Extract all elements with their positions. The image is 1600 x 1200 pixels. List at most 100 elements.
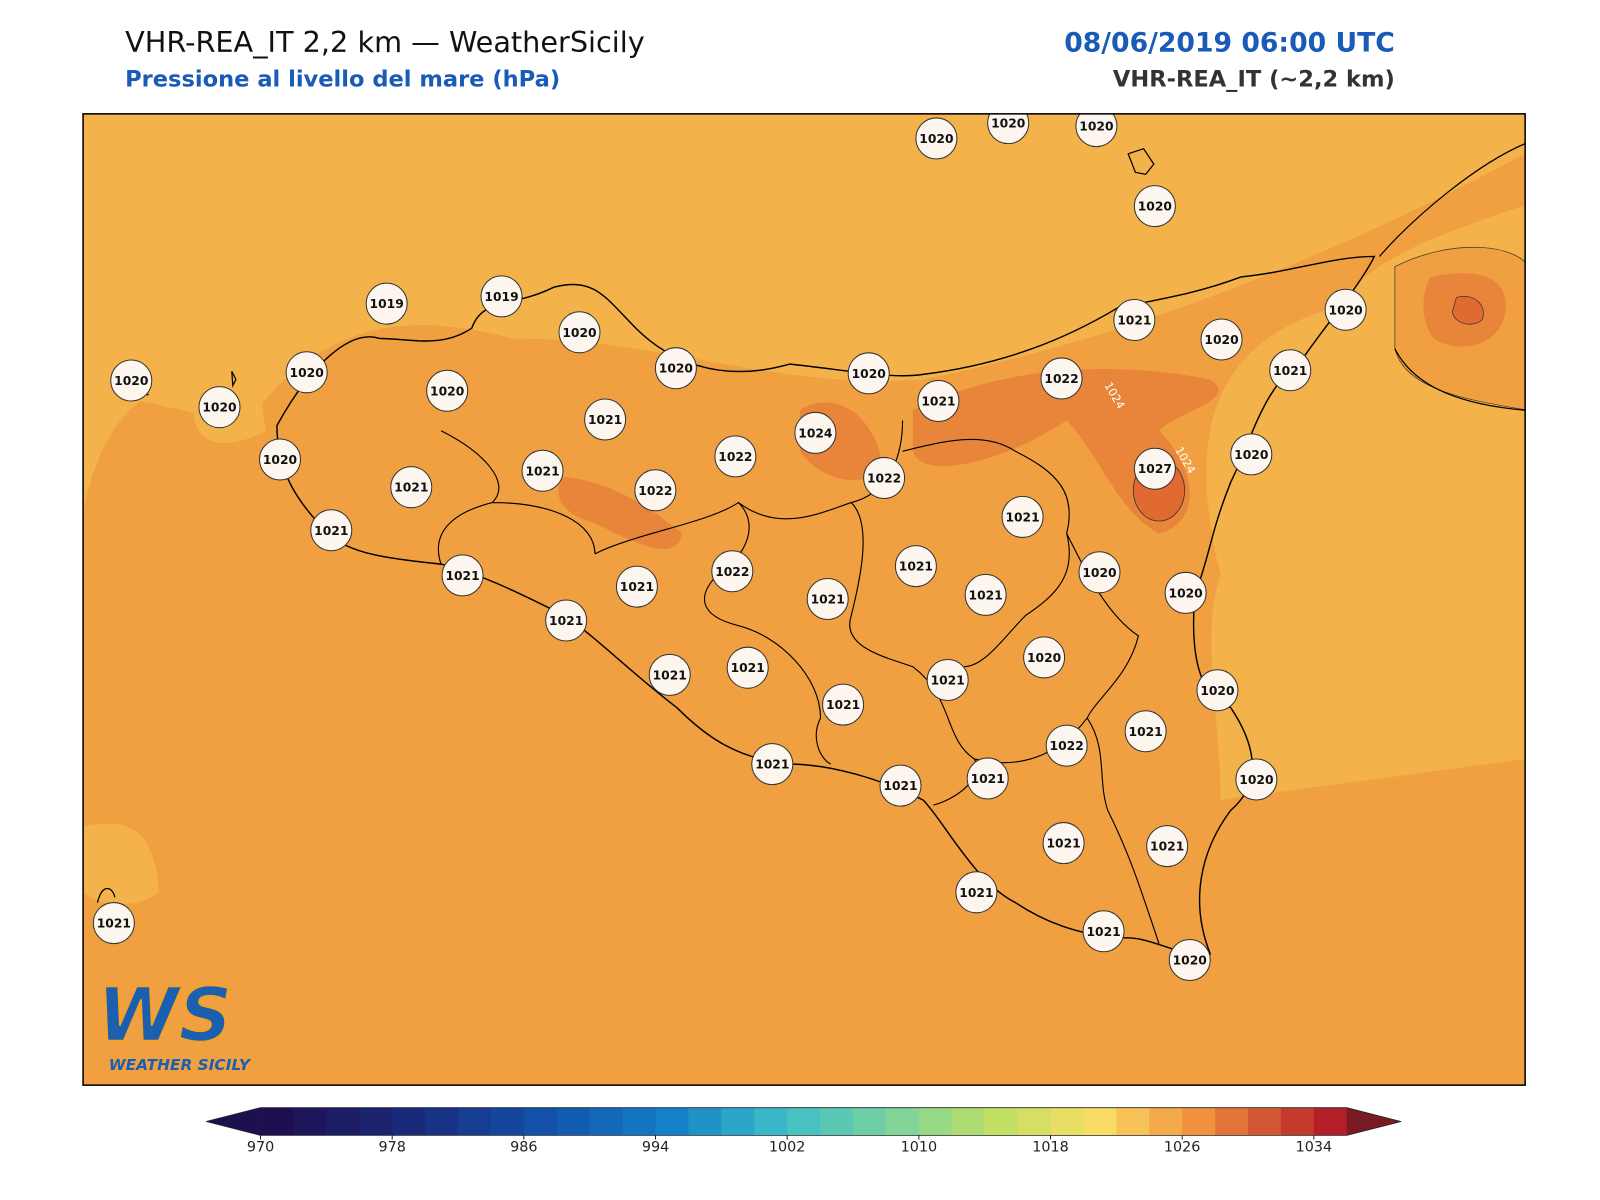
station-marker xyxy=(634,469,677,512)
station-label: 1020 xyxy=(263,453,297,467)
station-label: 1020 xyxy=(1234,448,1268,462)
station-label: 1021 xyxy=(1129,725,1163,739)
field-peak xyxy=(1451,296,1484,325)
station-marker xyxy=(966,757,1009,800)
station-label: 1020 xyxy=(1082,566,1116,580)
map-area: 1020 1020 1020 1020 1019 1019 1020 1020 1020 1020… xyxy=(83,113,1526,1086)
station-label: 1027 xyxy=(1138,462,1172,476)
station-label: 1021 xyxy=(731,661,765,675)
station-label: 1019 xyxy=(484,290,518,304)
station-label: 1021 xyxy=(971,772,1005,786)
station-marker xyxy=(1023,636,1066,679)
station-label: 1020 xyxy=(1027,651,1061,665)
station-label: 1021 xyxy=(969,588,1003,602)
colorbar-swatch xyxy=(523,1107,558,1136)
calabria-coastline xyxy=(1394,348,1526,411)
station-marker xyxy=(390,466,433,509)
colorbar-swatch xyxy=(1017,1107,1052,1136)
station-marker xyxy=(198,386,241,429)
station-label: 1021 xyxy=(314,524,348,538)
colorbar-swatch xyxy=(655,1107,689,1136)
colorbar-tick-label: 1034 xyxy=(1296,1140,1333,1156)
station-marker xyxy=(1269,349,1312,392)
station-marker xyxy=(1124,710,1167,753)
station-marker xyxy=(711,550,754,593)
colorbar-swatch xyxy=(1182,1107,1216,1136)
colorbar-swatch xyxy=(1313,1107,1348,1136)
station-marker xyxy=(822,683,865,726)
station-marker xyxy=(1045,724,1088,767)
colorbar-swatch xyxy=(984,1107,1019,1136)
colorbar-tick-label: 970 xyxy=(247,1140,274,1156)
station-label: 1020 xyxy=(290,366,324,380)
station-marker xyxy=(480,275,523,318)
station-marker xyxy=(1235,758,1278,801)
model: VHR-REA_IT (~2,2 km) xyxy=(1113,67,1395,93)
station-marker xyxy=(894,545,937,588)
station-marker xyxy=(879,764,922,807)
station-label: 1021 xyxy=(620,580,654,594)
station-marker xyxy=(92,902,135,945)
station-marker xyxy=(806,577,849,620)
station-marker xyxy=(1075,113,1118,148)
station-label: 1020 xyxy=(202,401,236,415)
station-label: 1022 xyxy=(867,471,901,485)
colorbar-tick-label: 978 xyxy=(378,1140,405,1156)
colorbar-swatch xyxy=(622,1107,657,1136)
station-marker xyxy=(847,352,890,395)
station-marker xyxy=(1196,669,1239,712)
map-frame xyxy=(82,113,1526,1086)
station-label: 1021 xyxy=(1046,837,1080,851)
station-marker xyxy=(285,351,328,394)
station-marker xyxy=(1040,357,1083,400)
colorbar-outline xyxy=(206,1107,1402,1136)
colorbar-tick-label: 1002 xyxy=(769,1140,806,1156)
station-marker xyxy=(545,599,588,642)
station-marker xyxy=(1164,571,1207,614)
subtitle: Pressione al livello del mare (hPa) xyxy=(125,67,560,93)
station-label: 1021 xyxy=(811,593,845,607)
station-label: 1021 xyxy=(1005,510,1039,524)
station-label: 1024 xyxy=(798,426,832,440)
colorbar-swatch xyxy=(556,1107,591,1136)
station-marker xyxy=(915,117,958,160)
station-marker xyxy=(863,456,906,499)
station-label: 1020 xyxy=(919,132,953,146)
station-label: 1022 xyxy=(1050,739,1084,753)
colorbar-swatch xyxy=(458,1107,492,1136)
station-label: 1020 xyxy=(852,367,886,381)
station-label: 1021 xyxy=(921,395,955,409)
station-label: 1021 xyxy=(899,560,933,574)
station-marker xyxy=(1082,910,1125,953)
date: 08/06/2019 06:00 UTC xyxy=(1064,28,1395,59)
station-marker xyxy=(365,282,408,325)
station-label: 1021 xyxy=(445,569,479,583)
colorbar-tick-label: 1018 xyxy=(1032,1140,1069,1156)
colorbar-tick-label: 986 xyxy=(510,1140,537,1156)
station-marker xyxy=(441,554,484,597)
station-marker xyxy=(1168,938,1211,982)
station-label: 1021 xyxy=(394,481,428,495)
station-marker xyxy=(558,311,601,354)
colorbar-swatch xyxy=(1248,1107,1282,1136)
colorbar-tick-label: 1010 xyxy=(901,1140,938,1156)
colorbar-swatch xyxy=(951,1107,986,1136)
station-label: 1022 xyxy=(715,565,749,579)
colorbar-swatch xyxy=(1083,1107,1117,1136)
station-label: 1020 xyxy=(991,117,1025,131)
colorbar-swatch xyxy=(293,1107,327,1136)
colorbar-swatch xyxy=(688,1107,722,1136)
colorbar-swatch xyxy=(721,1107,755,1136)
station-label: 1020 xyxy=(1204,333,1238,347)
colorbar-swatch xyxy=(392,1107,426,1136)
field-low xyxy=(83,823,159,905)
colorbar: 970 978 986 994 1002 1010 1018 1026 1034 xyxy=(206,1107,1402,1156)
station-label: 1021 xyxy=(826,698,860,712)
colorbar-swatch xyxy=(918,1107,953,1136)
station-label: 1021 xyxy=(1273,364,1307,378)
station-marker xyxy=(1133,447,1176,490)
colorbar-swatch xyxy=(589,1107,624,1136)
colorbar-swatch xyxy=(885,1107,920,1136)
station-marker xyxy=(794,411,837,454)
